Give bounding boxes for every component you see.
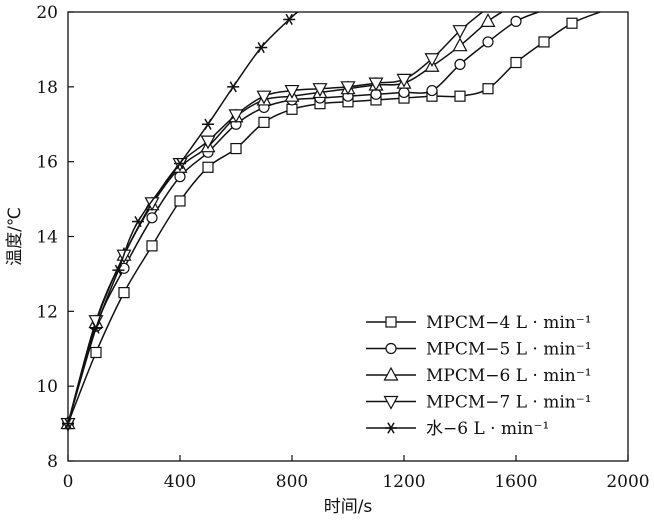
asterisk-stroke [229,81,237,93]
x-tick-label: 1600 [494,472,537,492]
data-point [132,215,144,228]
data-point [118,287,130,299]
data-point [146,240,158,252]
data-point [228,109,244,124]
y-tick-label: 16 [36,153,58,173]
legend-swatch-marker [385,316,397,328]
legend-swatch-marker [385,342,397,355]
asterisk-stroke [387,422,395,434]
asterisk-stroke [204,118,212,130]
legend-item: MPCM−4 L · min⁻¹ [366,313,592,333]
asterisk-stroke [92,322,100,334]
y-tick-label: 12 [36,302,58,322]
data-point [312,83,328,97]
legend-label: MPCM−7 L · min⁻¹ [426,393,592,413]
legend: MPCM−4 L · min⁻¹ MPCM−5 L · min⁻¹ MPCM−6 L… [366,313,592,439]
y-axis-title: 温度/℃ [5,207,25,266]
data-point [202,161,214,173]
data-point [112,264,125,276]
data-point [144,197,160,212]
data-point [256,90,272,105]
legend-label: MPCM−4 L · min⁻¹ [426,313,592,333]
data-point [482,83,494,95]
data-point [255,41,268,54]
data-point [454,90,466,102]
asterisk-stroke [285,13,293,26]
legend-label: 水−6 L · min⁻¹ [426,419,549,439]
data-point [510,15,522,27]
data-point [174,195,186,207]
data-point [202,118,214,130]
data-point [566,17,578,29]
legend-item: MPCM−6 L · min⁻¹ [366,366,592,386]
data-point [90,346,102,359]
x-tick-label: 0 [63,472,74,492]
asterisk-stroke [257,41,265,54]
x-axis-title: 时间/s [324,497,373,517]
data-point [90,322,102,334]
data-point [200,135,216,150]
asterisk-stroke [114,264,123,276]
series-4 [60,11,483,432]
data-point [174,157,186,170]
data-point [426,84,438,97]
data-point [482,36,494,48]
data-point [424,53,440,68]
asterisk-stroke [176,157,184,170]
legend-item: 水−6 L · min⁻¹ [366,419,549,439]
legend-item: MPCM−5 L · min⁻¹ [366,340,592,360]
ticks-layer: 0 400 800 1200 1600 2000 8 10 12 14 16 18 20 [36,3,649,492]
legend-swatch-marker [383,366,399,381]
x-tick-label: 400 [164,472,196,492]
series-line [67,11,299,424]
data-point [284,84,300,99]
legend-label: MPCM−5 L · min⁻¹ [426,340,592,360]
legend-item: MPCM−7 L · min⁻¹ [366,393,592,413]
data-point [258,116,270,128]
data-point [538,36,550,48]
data-point [398,86,410,99]
data-point [452,25,468,39]
data-point [396,73,412,88]
x-tick-label: 1200 [382,472,425,492]
y-tick-label: 8 [47,452,58,472]
data-point [480,13,496,27]
series-1 [62,11,601,430]
series-line [67,11,539,424]
data-point [454,58,466,70]
series-5 [62,11,299,430]
y-tick-label: 14 [36,228,58,248]
data-point [230,142,242,155]
x-tick-label: 2000 [606,472,649,492]
x-tick-label: 800 [276,472,308,492]
y-tick-label: 10 [36,377,58,397]
legend-swatch-marker [383,395,399,410]
legend-label: MPCM−6 L · min⁻¹ [426,366,592,386]
y-tick-label: 18 [36,78,58,98]
data-point [146,212,158,224]
data-point [510,56,522,69]
data-point [283,13,296,26]
y-tick-label: 20 [36,3,58,23]
data-point [368,77,384,92]
series-line [67,11,503,424]
data-point [174,171,186,183]
data-point [340,81,356,96]
asterisk-stroke [134,215,142,228]
legend-swatch-marker [385,422,397,434]
data-point [227,81,240,93]
data-point [452,37,468,52]
series-layer [60,11,601,432]
data-point [286,103,298,115]
